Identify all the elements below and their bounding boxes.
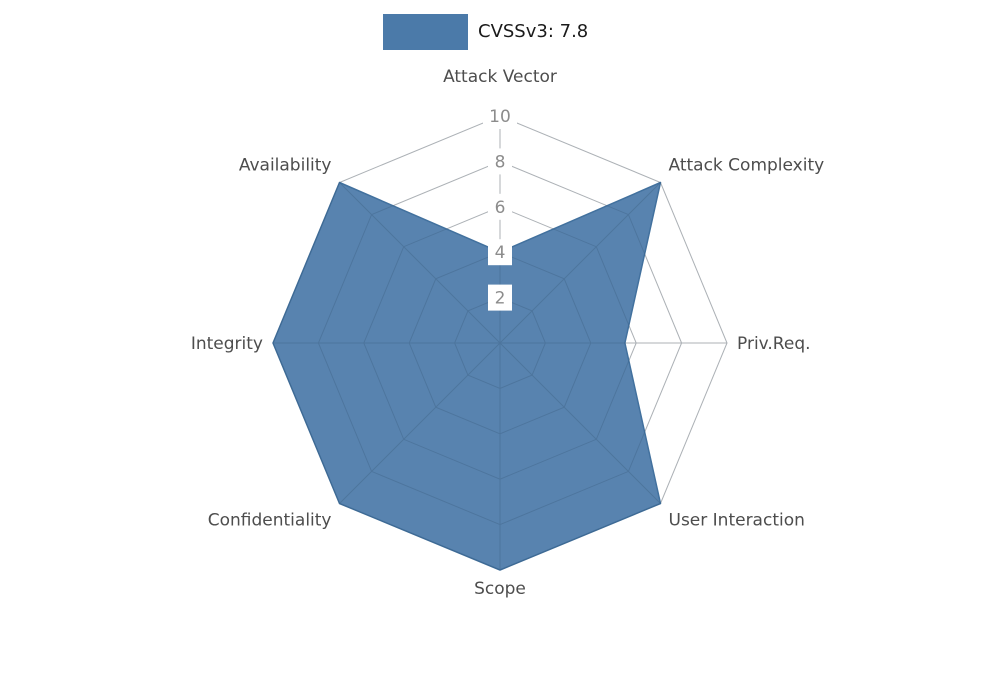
radial-tick-label: 8 [495, 152, 506, 172]
radial-tick-label: 4 [495, 243, 506, 263]
legend: CVSSv3: 7.8 [383, 14, 588, 50]
tick-label-box [488, 193, 512, 220]
axis-label-integrity: Integrity [191, 334, 263, 354]
grid-ring-4 [408, 251, 592, 435]
tick-label-box [488, 284, 512, 311]
radial-tick-label: 10 [489, 107, 511, 127]
grid-ring-6 [363, 206, 637, 480]
axis-label-attack-vector: Attack Vector [443, 67, 557, 87]
axis-label-confidentiality: Confidentiality [208, 511, 332, 531]
axis-label-user-interaction: User Interaction [669, 511, 805, 531]
axis-label-scope: Scope [474, 579, 526, 599]
grid-ring-10 [272, 115, 728, 571]
grid-ring-8 [317, 160, 683, 526]
grid-ring-2 [454, 297, 546, 389]
axis-label-availability: Availability [239, 156, 332, 176]
legend-label: CVSSv3: 7.8 [478, 21, 589, 42]
radar-series-polygon [272, 181, 662, 571]
grid-spoke [499, 182, 661, 344]
radial-tick-label: 6 [495, 198, 506, 218]
legend-swatch [383, 14, 468, 50]
tick-label-box [488, 239, 512, 266]
grid-spoke [339, 182, 501, 344]
tick-label-box [483, 103, 517, 129]
axis-label-attack-complexity: Attack Complexity [669, 156, 825, 176]
axis-label-priv-req: Priv.Req. [737, 334, 811, 354]
grid-spoke [499, 342, 661, 504]
radial-tick-labels: 2 4 6 8 10 [483, 103, 517, 311]
tick-label-box [488, 148, 512, 175]
radar-grid-overlay [272, 115, 728, 571]
grid-spoke [339, 342, 501, 504]
radial-tick-label: 2 [495, 289, 506, 309]
